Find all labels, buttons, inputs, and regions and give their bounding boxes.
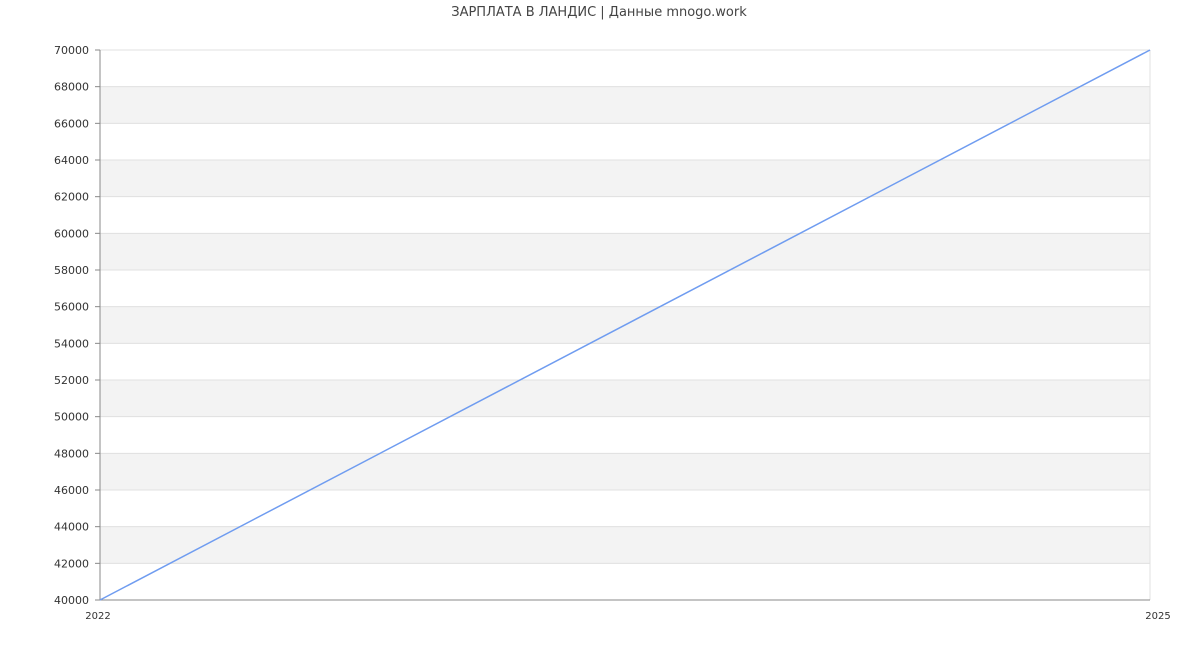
y-tick-label: 54000 bbox=[54, 337, 89, 350]
y-tick-label: 56000 bbox=[54, 301, 89, 314]
y-tick-label: 44000 bbox=[54, 521, 89, 534]
chart-title: ЗАРПЛАТА В ЛАНДИС | Данные mnogo.work bbox=[451, 5, 747, 20]
x-tick-label: 2022 bbox=[85, 611, 110, 622]
grid-band bbox=[100, 453, 1150, 490]
y-tick-label: 68000 bbox=[54, 81, 89, 94]
grid-band bbox=[100, 380, 1150, 417]
y-tick-label: 40000 bbox=[54, 594, 89, 607]
y-tick-label: 62000 bbox=[54, 191, 89, 204]
y-tick-label: 46000 bbox=[54, 484, 89, 497]
y-tick-label: 66000 bbox=[54, 117, 89, 130]
grid-band bbox=[100, 526, 1150, 564]
grid-band bbox=[100, 233, 1150, 270]
grid-band bbox=[100, 160, 1150, 197]
y-tick-label: 48000 bbox=[54, 447, 89, 460]
y-tick-label: 42000 bbox=[54, 557, 89, 570]
y-tick-label: 50000 bbox=[54, 411, 89, 424]
series-line bbox=[99, 49, 1151, 601]
y-tick-label: 64000 bbox=[54, 154, 89, 167]
y-tick-label: 58000 bbox=[54, 264, 89, 277]
y-tick-label: 52000 bbox=[54, 374, 89, 387]
y-tick-label: 60000 bbox=[54, 227, 89, 240]
grid-band bbox=[100, 86, 1150, 124]
x-tick-label: 2025 bbox=[1145, 611, 1170, 622]
y-tick-label: 70000 bbox=[54, 44, 89, 57]
